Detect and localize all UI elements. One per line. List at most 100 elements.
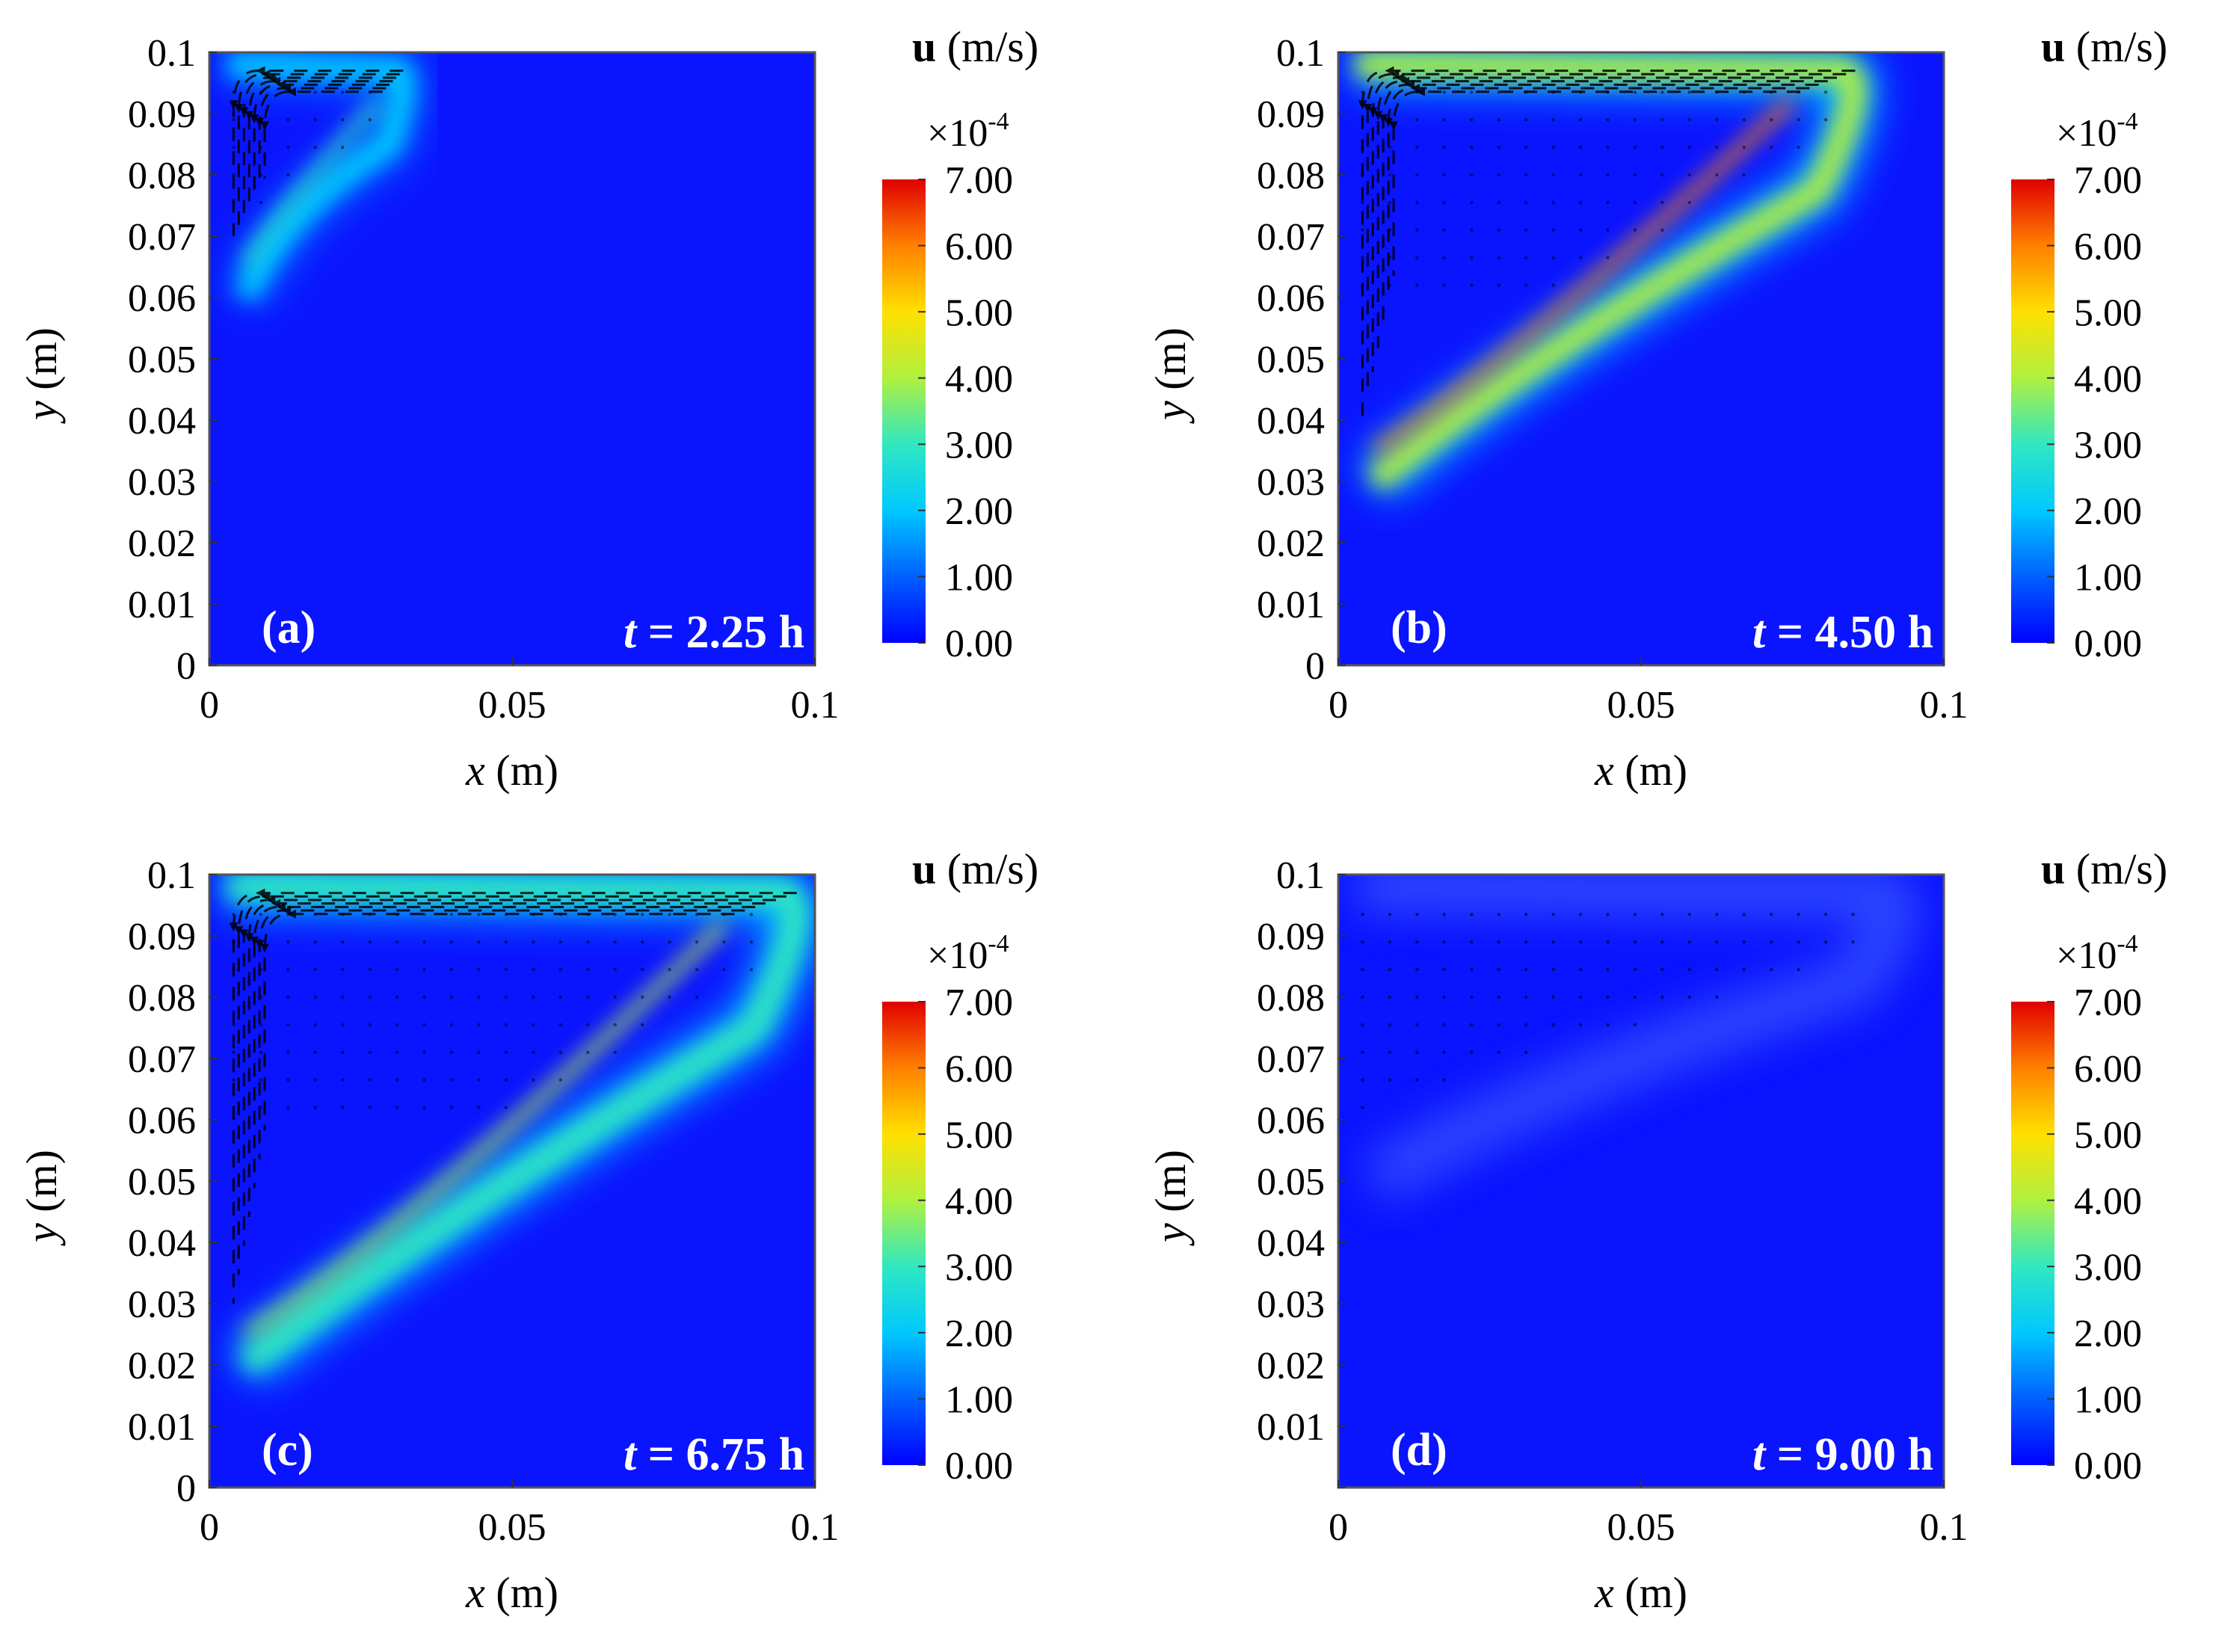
x-tick-label: 0.1 — [791, 684, 840, 727]
colorbar-tick-label: 3.00 — [2074, 1246, 2142, 1289]
flow-structure — [212, 52, 425, 665]
x-axis-label: x (m) — [465, 746, 558, 795]
panel-label: (c) — [262, 1425, 313, 1476]
colorbar-tick-label: 6.00 — [2074, 226, 2142, 268]
flow-band-core — [227, 52, 416, 303]
y-tick-label: 0.05 — [128, 1161, 196, 1203]
y-tick-label: 0.01 — [128, 1406, 196, 1449]
chart-a: 0 0.01 0.02 0.03 0.04 0.05 0.06 0.07 0.08 0.09 0.1… — [17, 22, 1038, 795]
x-axis-label: x (m) — [1594, 1568, 1687, 1617]
colorbar-multiplier: ×10-4 — [2056, 930, 2138, 977]
y-tick-label: 0.02 — [1257, 1345, 1325, 1387]
x-tick-label: 0.05 — [1607, 684, 1675, 727]
colorbar-multiplier: ×10-4 — [927, 930, 1009, 977]
colorbar-title: u (m/s) — [912, 845, 1038, 893]
y-tick-label: 0.05 — [1257, 1161, 1325, 1203]
time-label: t = 2.25 h — [624, 607, 804, 658]
quiver-dots — [1361, 913, 1855, 1109]
flow-structure — [212, 875, 815, 1488]
colorbar — [882, 1002, 926, 1465]
y-tick-label: 0.03 — [128, 1283, 196, 1326]
y-tick-label: 0.04 — [128, 400, 196, 443]
subplot-c: 0 0.01 0.02 0.03 0.04 0.05 0.06 0.07 0.08 0.09 0.1… — [0, 822, 1084, 1630]
velocity-arrows — [229, 888, 797, 1304]
flow-band-core — [227, 875, 807, 1375]
y-tick-label: 0.09 — [128, 93, 196, 136]
chart-d: 0.01 0.02 0.03 0.04 0.05 0.06 0.07 0.08 0.09 0.1 0… — [1146, 845, 2167, 1617]
residual-flow-band — [1355, 875, 1921, 1204]
y-tick-label: 0.02 — [128, 1345, 196, 1387]
colorbar-tick-label: 3.00 — [945, 424, 1013, 466]
x-axis-label: x (m) — [1594, 746, 1687, 795]
subplot-b: 0 0.01 0.02 0.03 0.04 0.05 0.06 0.07 0.08 0.09 0.1… — [1129, 0, 2213, 807]
colorbar-tick-label: 0.00 — [945, 1445, 1013, 1488]
y-tick-label: 0.07 — [1257, 1038, 1325, 1081]
y-tick-label: 0.1 — [1276, 32, 1325, 75]
y-tick-label: 0.1 — [147, 854, 196, 897]
y-tick-label: 0.03 — [1257, 461, 1325, 504]
velocity-arrows — [1358, 66, 1856, 420]
x-tick-label: 0 — [1329, 1506, 1348, 1549]
x-tick-label: 0.1 — [1920, 1506, 1969, 1549]
colorbar-tick-label: 7.00 — [945, 981, 1013, 1024]
colorbar-tick-label: 1.00 — [2074, 557, 2142, 600]
y-tick-label: 0.03 — [128, 461, 196, 504]
colorbar-tick-label: 5.00 — [945, 1114, 1013, 1156]
colorbar-multiplier: ×10-4 — [2056, 108, 2138, 155]
colorbar-tick-label: 2.00 — [2074, 490, 2142, 533]
y-tick-label: 0.05 — [1257, 339, 1325, 381]
y-tick-label: 0.02 — [1257, 523, 1325, 565]
y-tick-label: 0.04 — [1257, 1222, 1325, 1265]
colorbar-tick-label: 5.00 — [2074, 1114, 2142, 1156]
time-label: t = 6.75 h — [624, 1429, 804, 1480]
x-axis-label: x (m) — [465, 1568, 558, 1617]
colorbar-tick-label: 0.00 — [2074, 623, 2142, 665]
colorbar-multiplier: ×10-4 — [927, 108, 1009, 155]
velocity-field — [209, 52, 815, 665]
y-tick-label: 0.07 — [1257, 216, 1325, 259]
colorbar-tick-label: 4.00 — [2074, 358, 2142, 401]
colorbar-tick-label: 2.00 — [945, 1313, 1013, 1355]
colorbar-tick-label: 3.00 — [945, 1246, 1013, 1289]
colorbar-tick-label: 6.00 — [945, 1048, 1013, 1091]
colorbar-tick-label: 2.00 — [2074, 1313, 2142, 1355]
x-tick-label: 0.1 — [1920, 684, 1969, 727]
y-tick-label: 0.05 — [128, 339, 196, 381]
colorbar-tick-label: 2.00 — [945, 490, 1013, 533]
colorbar-tick-label: 5.00 — [945, 292, 1013, 334]
colorbar-tick-label: 7.00 — [945, 159, 1013, 202]
x-tick-label: 0.05 — [1607, 1506, 1675, 1549]
y-tick-label: 0.01 — [128, 584, 196, 626]
y-tick-label: 0.04 — [1257, 400, 1325, 443]
x-tick-label: 0.05 — [478, 1506, 547, 1549]
y-tick-label: 0.07 — [128, 1038, 196, 1081]
y-axis-label: y (m) — [17, 1150, 66, 1246]
y-tick-label: 0.01 — [1257, 1406, 1325, 1449]
streamline — [260, 909, 735, 1131]
x-tick-label: 0 — [200, 684, 219, 727]
colorbar-tick-label: 1.00 — [2074, 1379, 2142, 1422]
y-tick-label: 0.04 — [128, 1222, 196, 1265]
quiver-dots — [232, 90, 372, 205]
colorbar-tick-label: 5.00 — [2074, 292, 2142, 334]
flow-band-core — [1356, 52, 1866, 492]
colorbar-tick-label: 1.00 — [945, 557, 1013, 600]
colorbar-tick-label: 6.00 — [945, 226, 1013, 268]
diagonal-band-peak — [241, 97, 384, 270]
colorbar-tick-label: 7.00 — [2074, 981, 2142, 1024]
y-tick-label: 0.06 — [128, 277, 196, 320]
colorbar — [2011, 179, 2055, 643]
y-tick-label: 0 — [176, 1467, 196, 1510]
colorbar-tick-label: 6.00 — [2074, 1048, 2142, 1091]
chart-b: 0 0.01 0.02 0.03 0.04 0.05 0.06 0.07 0.08 0.09 0.1… — [1146, 22, 2167, 795]
y-tick-label: 0.09 — [1257, 93, 1325, 136]
y-tick-label: 0.08 — [1257, 977, 1325, 1020]
y-tick-label: 0.01 — [1257, 584, 1325, 626]
x-tick-label: 0 — [1329, 684, 1348, 727]
panel-label: (d) — [1391, 1425, 1447, 1476]
y-axis-label: y (m) — [1146, 327, 1195, 424]
y-tick-label: 0.1 — [147, 32, 196, 75]
colorbar-tick-label: 4.00 — [945, 358, 1013, 401]
subplot-a: 0 0.01 0.02 0.03 0.04 0.05 0.06 0.07 0.08 0.09 0.1… — [0, 0, 1084, 807]
y-tick-label: 0 — [176, 645, 196, 688]
